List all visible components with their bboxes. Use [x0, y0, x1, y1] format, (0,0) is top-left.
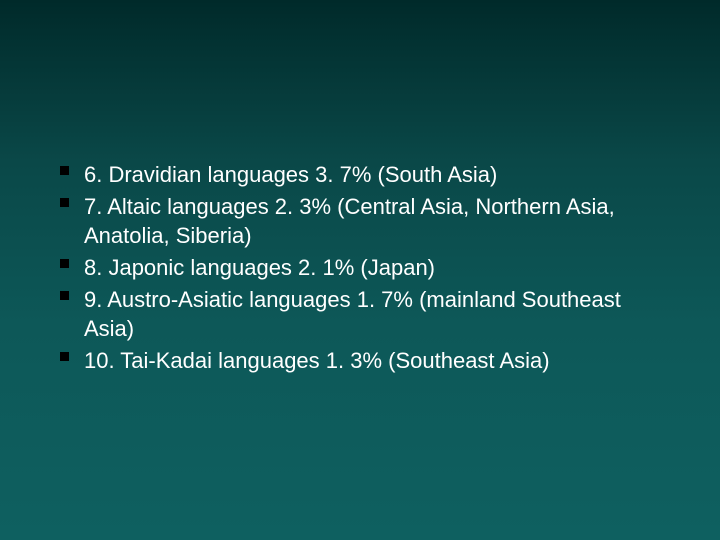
list-item: 9. Austro-Asiatic languages 1. 7% (mainl…: [60, 285, 660, 344]
slide-container: 6. Dravidian languages 3. 7% (South Asia…: [0, 0, 720, 540]
list-item: 10. Tai-Kadai languages 1. 3% (Southeast…: [60, 346, 660, 376]
bullet-icon: [60, 291, 69, 300]
bullet-icon: [60, 166, 69, 175]
list-item: 8. Japonic languages 2. 1% (Japan): [60, 253, 660, 283]
bullet-icon: [60, 259, 69, 268]
list-item-text: 6. Dravidian languages 3. 7% (South Asia…: [84, 162, 497, 187]
bullet-icon: [60, 198, 69, 207]
list-item: 7. Altaic languages 2. 3% (Central Asia,…: [60, 192, 660, 251]
list-item-text: 8. Japonic languages 2. 1% (Japan): [84, 255, 435, 280]
list-item-text: 10. Tai-Kadai languages 1. 3% (Southeast…: [84, 348, 550, 373]
list-item-text: 7. Altaic languages 2. 3% (Central Asia,…: [84, 194, 615, 249]
bullet-icon: [60, 352, 69, 361]
bullet-list: 6. Dravidian languages 3. 7% (South Asia…: [60, 160, 660, 376]
list-item-text: 9. Austro-Asiatic languages 1. 7% (mainl…: [84, 287, 621, 342]
list-item: 6. Dravidian languages 3. 7% (South Asia…: [60, 160, 660, 190]
